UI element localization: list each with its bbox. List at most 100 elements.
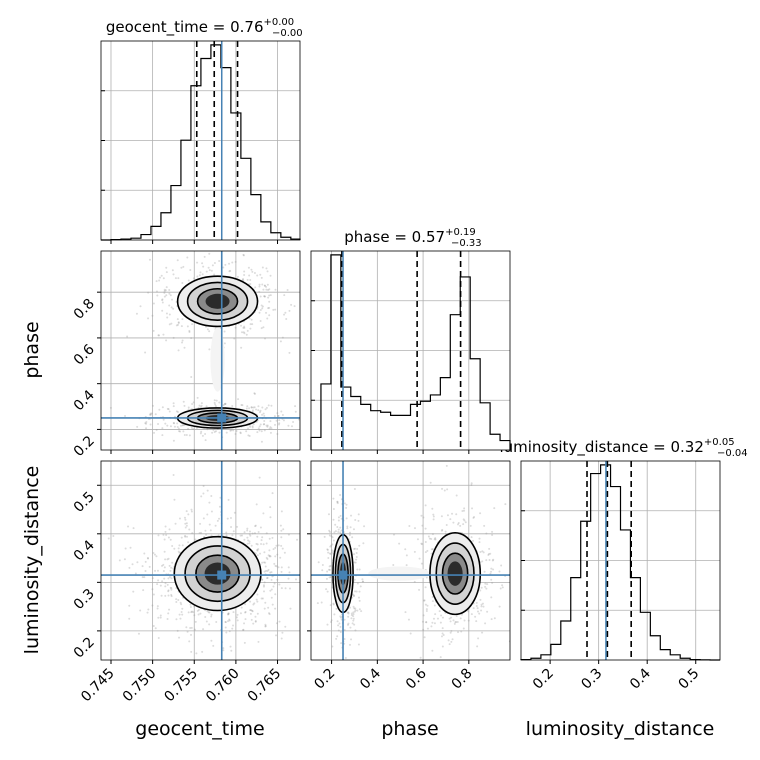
title-geocent-time: geocent_time = 0.76+0.00 <box>106 17 294 37</box>
density-phase-vs-geocent-time-sample-point <box>277 414 280 417</box>
density-phase-vs-geocent-time-sample-point <box>258 425 261 428</box>
density-luminosity-distance-vs-phase-sample-point <box>330 575 333 578</box>
density-luminosity-distance-vs-geocent-time-sample-point <box>254 620 257 623</box>
density-luminosity-distance-vs-geocent-time-sample-point <box>178 551 181 554</box>
density-luminosity-distance-vs-geocent-time-sample-point <box>263 551 266 554</box>
density-luminosity-distance-vs-geocent-time-sample-point <box>205 620 208 623</box>
density-luminosity-distance-vs-geocent-time-sample-point <box>280 637 283 640</box>
density-luminosity-distance-vs-geocent-time-sample-point <box>189 603 192 606</box>
density-phase-vs-geocent-time-sample-point <box>261 413 264 416</box>
density-luminosity-distance-vs-geocent-time-sample-point <box>256 535 259 538</box>
density-luminosity-distance-vs-geocent-time-sample-point <box>251 609 254 612</box>
density-luminosity-distance-vs-geocent-time-sample-point <box>146 611 149 614</box>
density-luminosity-distance-vs-geocent-time-sample-point <box>164 558 167 561</box>
density-luminosity-distance-vs-phase-sample-point <box>328 565 331 568</box>
density-luminosity-distance-vs-phase-sample-point <box>357 519 360 522</box>
density-luminosity-distance-vs-geocent-time-sample-point <box>287 577 290 580</box>
density-luminosity-distance-vs-geocent-time-sample-point <box>159 614 162 617</box>
density-luminosity-distance-vs-phase-sample-point <box>343 502 346 505</box>
density-phase-vs-geocent-time-sample-point <box>181 341 184 344</box>
density-luminosity-distance-vs-geocent-time-sample-point <box>157 534 160 537</box>
density-phase-vs-geocent-time-sample-point <box>258 285 261 288</box>
density-luminosity-distance-vs-geocent-time-sample-point <box>152 593 155 596</box>
density-luminosity-distance-vs-geocent-time-sample-point <box>167 577 170 580</box>
density-luminosity-distance-vs-geocent-time-sample-point <box>246 542 249 545</box>
density-phase-vs-geocent-time-sample-point <box>206 428 209 431</box>
density-phase-vs-geocent-time-sample-point <box>266 270 269 273</box>
density-luminosity-distance-vs-geocent-time-sample-point <box>256 600 259 603</box>
density-phase-vs-geocent-time-sample-point <box>158 279 161 282</box>
density-luminosity-distance-vs-phase-sample-point <box>346 611 349 614</box>
density-phase-vs-geocent-time-sample-point <box>162 333 165 336</box>
density-phase-vs-geocent-time-sample-point <box>159 276 162 279</box>
density-luminosity-distance-vs-phase-sample-point <box>408 525 411 528</box>
density-phase-vs-geocent-time-sample-point <box>203 255 206 258</box>
density-luminosity-distance-vs-geocent-time-sample-point <box>241 534 244 537</box>
density-luminosity-distance-vs-phase-sample-point <box>340 529 343 532</box>
density-luminosity-distance-vs-geocent-time-sample-point <box>156 569 159 572</box>
density-phase-vs-geocent-time-sample-point <box>248 317 251 320</box>
density-luminosity-distance-vs-phase-sample-point <box>354 590 357 593</box>
density-luminosity-distance-vs-phase-sample-point <box>337 629 340 632</box>
density-phase-vs-geocent-time-sample-point <box>269 431 272 434</box>
density-phase-vs-geocent-time-sample-point <box>158 408 161 411</box>
density-luminosity-distance-vs-geocent-time-sample-point <box>206 513 209 516</box>
density-phase-vs-geocent-time-sample-point <box>267 404 270 407</box>
density-phase-vs-geocent-time-sample-point <box>182 265 185 268</box>
density-luminosity-distance-vs-geocent-time-sample-point <box>156 583 159 586</box>
density-luminosity-distance-vs-geocent-time-sample-point <box>260 578 263 581</box>
density-luminosity-distance-vs-geocent-time-sample-point <box>178 517 181 520</box>
density-phase-vs-geocent-time-sample-point <box>249 323 252 326</box>
density-phase-vs-geocent-time-sample-point <box>199 406 202 409</box>
density-phase-vs-geocent-time-sample-point <box>232 429 235 432</box>
density-luminosity-distance-vs-phase-sample-point <box>357 643 360 646</box>
density-luminosity-distance-vs-geocent-time-sample-point <box>175 618 178 621</box>
density-phase-vs-geocent-time-frame <box>100 250 301 451</box>
density-luminosity-distance-vs-geocent-time-sample-point <box>280 510 283 513</box>
density-phase-vs-geocent-time-sample-point <box>162 418 165 421</box>
density-phase-vs-geocent-time-sample-point <box>248 407 251 410</box>
density-phase-vs-geocent-time-sample-point <box>202 265 205 268</box>
density-luminosity-distance-vs-geocent-time-sample-point <box>267 606 270 609</box>
hist-phase-frame <box>310 250 511 451</box>
density-phase-vs-geocent-time-sample-point <box>297 418 300 421</box>
density-luminosity-distance-vs-geocent-time-sample-point <box>197 608 200 611</box>
density-luminosity-distance-vs-phase-sample-point <box>425 608 428 611</box>
density-luminosity-distance-vs-geocent-time-sample-point <box>164 585 167 588</box>
density-luminosity-distance-vs-phase-sample-point <box>345 517 348 520</box>
density-luminosity-distance-vs-phase-sample-point <box>440 529 443 532</box>
density-phase-vs-geocent-time-sample-point <box>175 324 178 327</box>
density-phase-vs-geocent-time-sample-point <box>204 439 207 442</box>
density-luminosity-distance-vs-geocent-time-sample-point <box>162 533 165 536</box>
density-luminosity-distance-vs-geocent-time-sample-point <box>166 583 169 586</box>
density-luminosity-distance-vs-phase-sample-point <box>354 629 357 632</box>
density-luminosity-distance-vs-phase-sample-point <box>352 615 355 618</box>
density-luminosity-distance-vs-phase-sample-point <box>491 530 494 533</box>
density-phase-vs-geocent-time-sample-point <box>172 273 175 276</box>
density-luminosity-distance-vs-geocent-time-sample-point <box>168 608 171 611</box>
density-luminosity-distance-vs-geocent-time-sample-point <box>272 548 275 551</box>
density-luminosity-distance-vs-geocent-time-sample-point <box>264 561 267 564</box>
xlabel-luminosity-distance: luminosity_distance <box>526 718 715 740</box>
density-luminosity-distance-vs-geocent-time-sample-point <box>232 530 235 533</box>
density-phase-vs-geocent-time-sample-point <box>242 331 245 334</box>
density-luminosity-distance-vs-phase-sample-point <box>332 602 335 605</box>
density-luminosity-distance-vs-geocent-time-sample-point <box>274 555 277 558</box>
density-phase-vs-geocent-time-sample-point <box>187 279 190 282</box>
ylabel-luminosity-distance: luminosity_distance <box>21 466 43 655</box>
density-phase-vs-geocent-time-sample-point <box>183 346 186 349</box>
density-luminosity-distance-vs-phase-sample-point <box>422 614 425 617</box>
density-phase-vs-geocent-time-sample-point <box>288 351 291 354</box>
density-phase-vs-geocent-time-sample-point <box>257 409 260 412</box>
density-luminosity-distance-vs-phase-sample-point <box>450 640 453 643</box>
density-phase-vs-geocent-time-sample-point <box>253 392 256 395</box>
density-phase-vs-geocent-time-sample-point <box>253 272 256 275</box>
density-luminosity-distance-vs-geocent-time-sample-point <box>226 517 229 520</box>
density-luminosity-distance-vs-phase-sample-point <box>338 622 341 625</box>
density-luminosity-distance-vs-phase-sample-point <box>471 507 474 510</box>
density-luminosity-distance-vs-geocent-time-sample-point <box>271 536 274 539</box>
density-luminosity-distance-vs-geocent-time-sample-point <box>274 607 277 610</box>
density-luminosity-distance-vs-phase-sample-point <box>498 570 501 573</box>
density-luminosity-distance-vs-phase-sample-point <box>420 542 423 545</box>
density-luminosity-distance-vs-geocent-time-sample-point <box>159 616 162 619</box>
